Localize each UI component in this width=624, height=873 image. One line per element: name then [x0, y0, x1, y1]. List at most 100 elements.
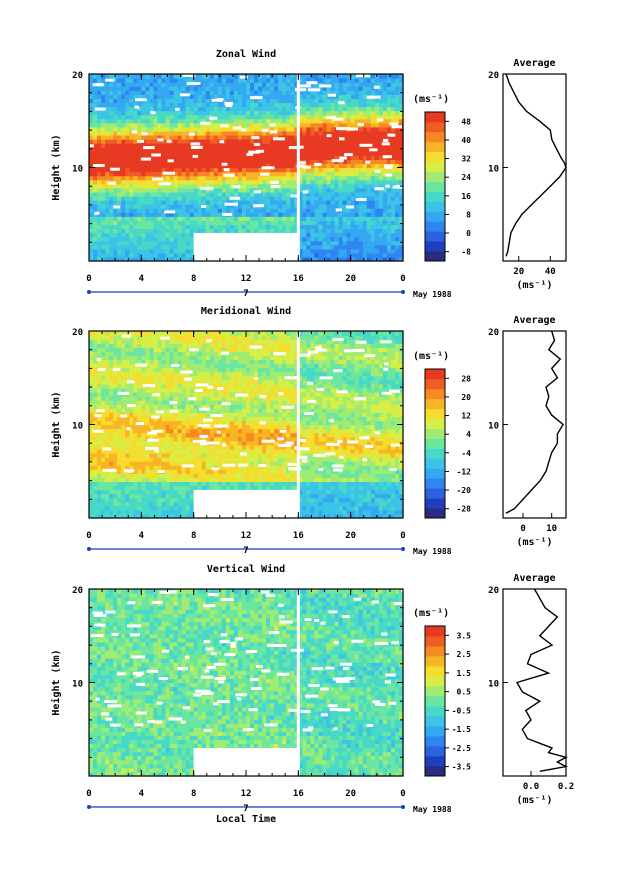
heatmap-cell [129, 355, 134, 361]
heatmap-cell [97, 493, 102, 499]
heatmap-cell [161, 240, 167, 246]
heatmap-cell [113, 86, 118, 91]
heatmap-cell [101, 485, 106, 491]
heatmap-cell [97, 424, 102, 430]
heatmap-cell [286, 122, 291, 128]
heatmap-cell [185, 195, 191, 201]
heatmap-cell [185, 171, 191, 177]
colorbar-swatch [425, 251, 445, 262]
heatmap-cell [181, 167, 187, 173]
heatmap-cell [101, 383, 106, 389]
heatmap-cell [197, 86, 203, 91]
heatmap-cell [302, 143, 307, 148]
heatmap-cell [262, 118, 267, 124]
heatmap-cell [121, 200, 126, 205]
heatmap-cell [193, 98, 199, 104]
heatmap-cell [221, 82, 227, 87]
heatmap-cell [386, 151, 392, 156]
heatmap-cell [165, 432, 171, 438]
heatmap-cell [141, 204, 146, 209]
heatmap-cell [165, 391, 171, 397]
heatmap-cell [334, 82, 340, 87]
heatmap-cell [137, 481, 142, 487]
heatmap-cell [201, 122, 207, 128]
heatmap-cell [117, 187, 122, 193]
heatmap-cell [105, 461, 110, 466]
heatmap-cell [350, 155, 356, 160]
heatmap-cell [145, 122, 150, 128]
heatmap-cell [173, 424, 179, 430]
heatmap-cell [93, 355, 98, 361]
heatmap-cell [346, 224, 352, 230]
heatmap-cell [322, 159, 328, 165]
heatmap-cell [177, 191, 183, 197]
heatmap-cell [149, 106, 155, 112]
heatmap-cell [165, 351, 171, 356]
heatmap-cell [266, 82, 271, 87]
heatmap-cell [129, 163, 134, 169]
heatmap-cell [197, 208, 203, 213]
heatmap-cell [302, 122, 307, 128]
heatmap-cell [133, 183, 138, 189]
heatmap-cell [181, 400, 187, 405]
heatmap-cell [185, 240, 191, 246]
heatmap-cell [246, 82, 251, 87]
colorbar-frame [424, 111, 446, 262]
missing-data-speck [385, 173, 393, 177]
heatmap-cell [310, 90, 316, 95]
heatmap-cell [221, 208, 227, 213]
heatmap-cell [161, 86, 167, 91]
heatmap-cell [298, 236, 303, 242]
heatmap-cell [89, 167, 94, 173]
heatmap-cell [246, 86, 251, 91]
heatmap-cell [382, 195, 388, 201]
heatmap-cell [101, 513, 106, 519]
heatmap-cell [193, 204, 199, 209]
missing-data-speck [94, 211, 100, 215]
heatmap-cell [105, 497, 110, 503]
heatmap-cell [205, 114, 211, 120]
heatmap-cell [145, 90, 150, 95]
heatmap-cell [93, 371, 98, 377]
heatmap-cell [382, 236, 388, 242]
heatmap-cell [121, 232, 126, 238]
heatmap-cell [233, 90, 239, 95]
heatmap-cell [366, 232, 372, 238]
heatmap-cell [250, 195, 255, 201]
heatmap-cell [346, 228, 352, 234]
heatmap-cell [254, 90, 259, 95]
heatmap-cell [177, 74, 183, 79]
heatmap-cell [105, 175, 110, 181]
heatmap-cell [250, 118, 255, 124]
heatmap-cell [310, 252, 316, 258]
heatmap-cell [342, 163, 348, 169]
heatmap-cell [125, 473, 130, 478]
heatmap-cell [101, 134, 106, 140]
heatmap-cell [113, 78, 118, 83]
heatmap-cell [197, 78, 203, 83]
heatmap-cell [109, 509, 114, 515]
heatmap-cell [362, 151, 368, 156]
heatmap-cell [101, 94, 106, 99]
heatmap-cell [209, 175, 215, 181]
heatmap-cell [197, 126, 203, 132]
heatmap-cell [173, 122, 179, 128]
heatmap-cell [306, 143, 312, 148]
heatmap-cell [101, 90, 106, 95]
heatmap-cell [109, 404, 114, 409]
heatmap-cell [390, 167, 396, 173]
heatmap-cell [201, 228, 207, 234]
heatmap-cell [181, 448, 187, 454]
heatmap-cell [165, 469, 171, 474]
heatmap-cell [205, 159, 211, 165]
heatmap-cell [366, 78, 372, 83]
heatmap-cell [330, 78, 336, 83]
heatmap-cell [141, 509, 146, 515]
heatmap-cell [177, 187, 183, 193]
heatmap-cell [109, 355, 114, 361]
heatmap-cell [306, 191, 312, 197]
heatmap-cell [209, 155, 215, 160]
heatmap-cell [141, 195, 146, 201]
heatmap-cell [121, 147, 126, 152]
heatmap-cell [113, 216, 118, 221]
